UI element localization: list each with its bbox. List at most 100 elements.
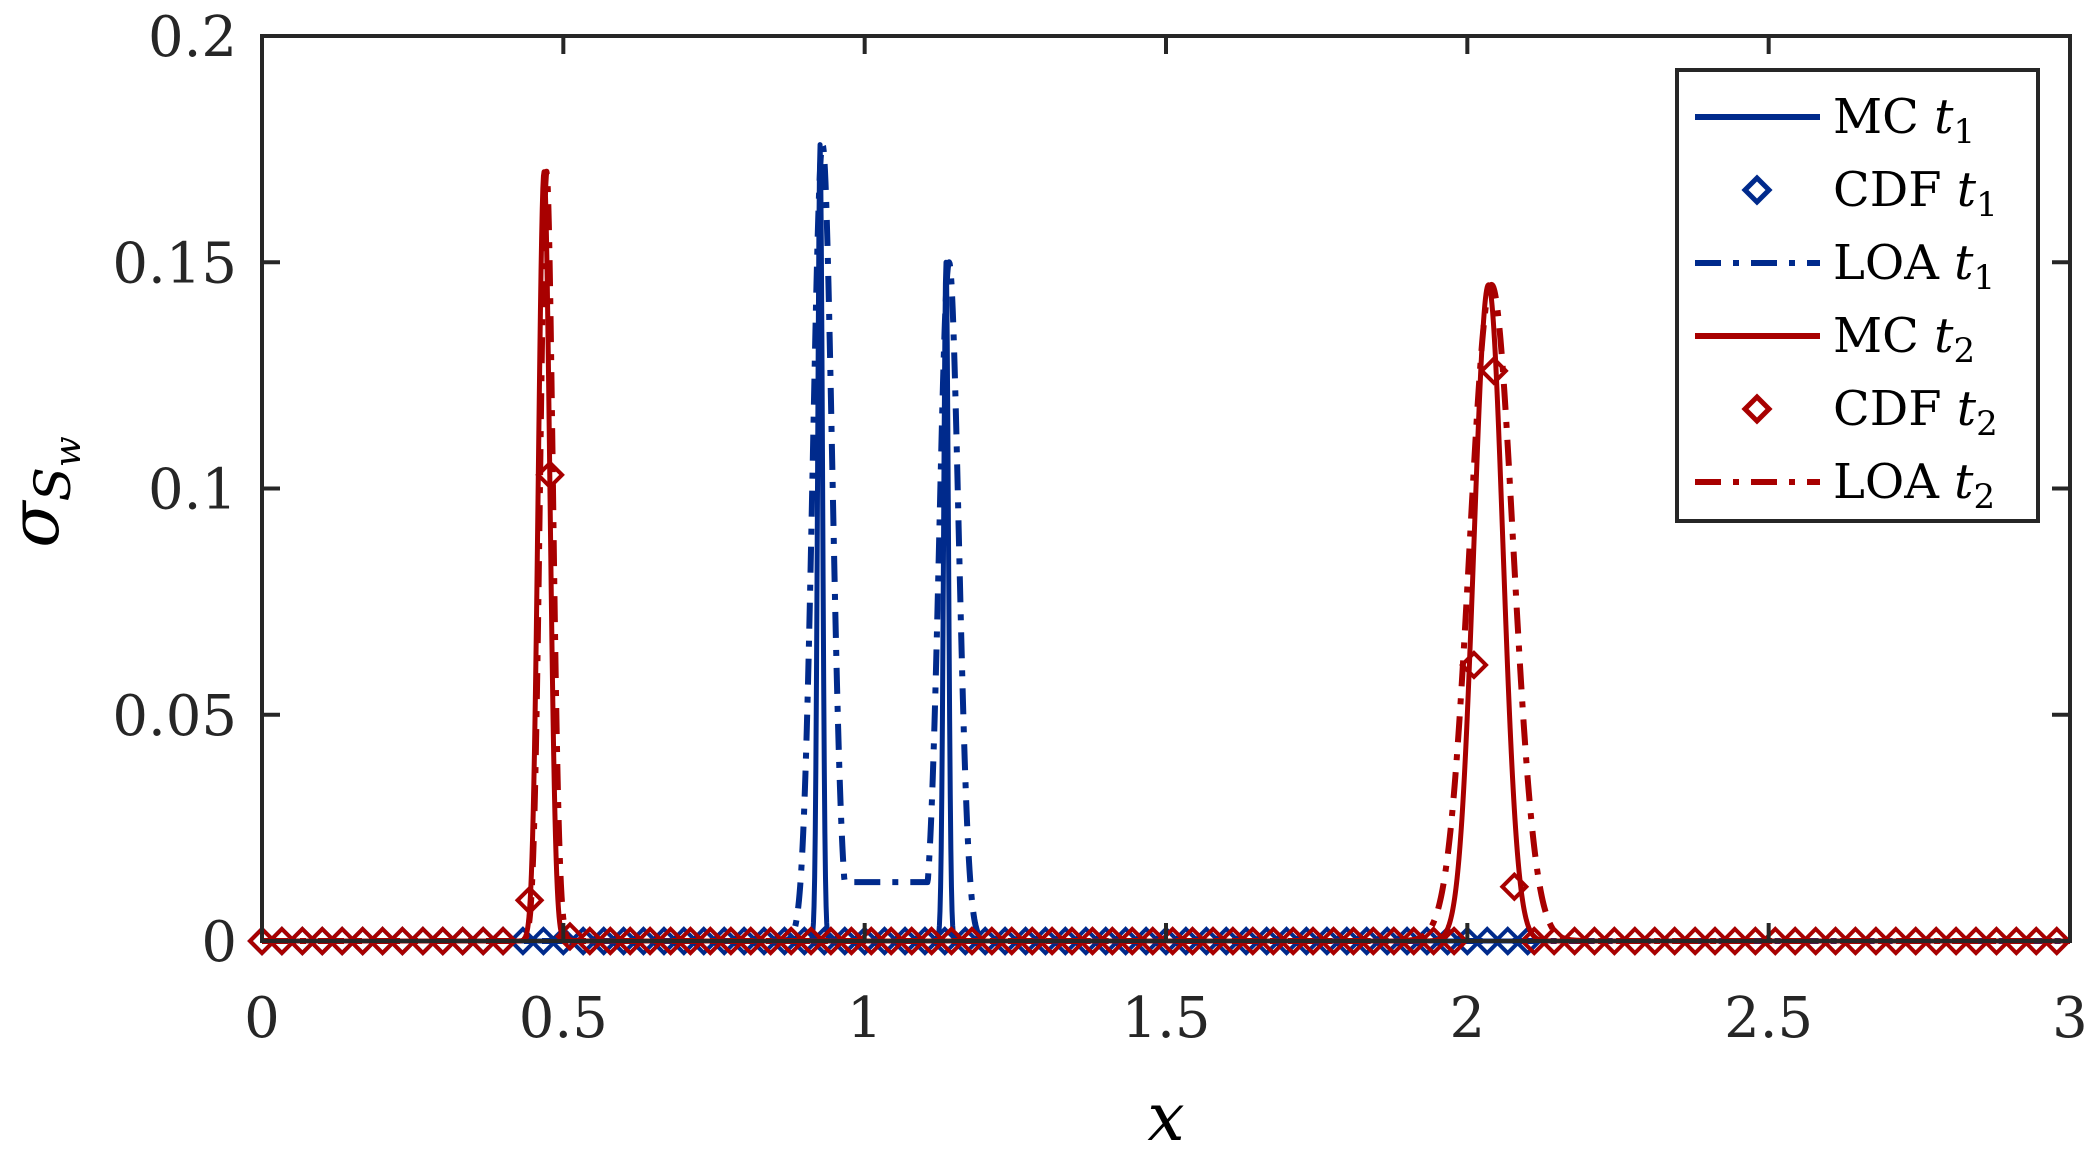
x-tick-label: 1.5 [1121, 986, 1210, 1051]
data-point [1358, 926, 1389, 956]
data-point [2021, 926, 2052, 956]
data-point [1639, 926, 1670, 956]
data-point [776, 926, 806, 956]
legend-label-t: t [1957, 381, 1977, 437]
data-point [2001, 926, 2032, 956]
legend-box [1675, 68, 2040, 523]
legend-label: MC t1 [1833, 89, 1975, 152]
legend-label-name: CDF [1833, 162, 1957, 218]
legend-entry: CDF t2 [1741, 381, 1998, 444]
data-point [1218, 926, 1248, 956]
x-tick-label: 2 [1450, 986, 1486, 1051]
data-point [508, 926, 538, 956]
data-point [1700, 926, 1730, 956]
y-axis-label: σSw [0, 436, 89, 548]
data-point [1318, 926, 1349, 956]
data-point [996, 926, 1027, 956]
data-point [287, 926, 318, 956]
data-point [468, 926, 499, 956]
data-point [1472, 926, 1503, 956]
legend-label-t: t [1954, 235, 1974, 291]
data-point [1439, 926, 1469, 956]
svg-text:σSw: σSw [0, 436, 89, 548]
data-point [548, 926, 579, 956]
data-point [247, 926, 277, 956]
data-point [1680, 926, 1710, 956]
data-point [1378, 926, 1409, 956]
data-point [1921, 926, 1952, 956]
ticks-layer: 0 0.5 1 1.5 2 2.5 3 0 0.05 0.1 0.15 0.2 [112, 5, 2088, 1051]
data-point [1338, 926, 1369, 956]
data-point [936, 926, 967, 956]
series-cdf-t2 [247, 356, 2072, 956]
y-tick-label: 0 [201, 910, 237, 975]
legend-label-name: MC [1833, 89, 1934, 145]
data-point [427, 926, 458, 956]
data-point [1579, 926, 1610, 956]
y-axis-label-subsub: w [48, 436, 89, 467]
data-point [655, 926, 686, 956]
data-point [1057, 926, 1087, 956]
legend-label-t: t [1934, 308, 1954, 364]
legend-entry: CDF t1 [1741, 162, 1998, 225]
data-point [1177, 926, 1208, 956]
legend-label-name: LOA [1833, 454, 1954, 510]
data-point [977, 926, 1007, 956]
data-point [1800, 926, 1831, 956]
y-tick-label: 0.1 [148, 458, 237, 523]
legend-label-sub: 1 [1973, 258, 1995, 298]
data-point [1659, 926, 1690, 956]
legend-label-name: CDF [1833, 381, 1957, 437]
data-point [1097, 926, 1128, 956]
data-point [2041, 926, 2072, 956]
data-point [1037, 926, 1067, 956]
data-point [957, 926, 987, 956]
data-point [1137, 926, 1168, 956]
data-point [1981, 926, 2012, 956]
legend-label: CDF t2 [1833, 381, 1998, 444]
data-point [528, 926, 559, 956]
data-point [635, 926, 665, 956]
legend-label-name: LOA [1833, 235, 1954, 291]
data-point [796, 926, 826, 956]
data-point [1077, 926, 1108, 956]
y-tick-label: 0.05 [112, 684, 237, 749]
legend-label-sub: 1 [1976, 185, 1998, 225]
legend-label: MC t2 [1833, 308, 1975, 371]
data-point [716, 926, 746, 956]
data-point [387, 926, 418, 956]
data-point [675, 926, 706, 956]
data-point [1820, 926, 1851, 956]
legend-label: LOA t1 [1833, 235, 1995, 298]
data-point [1941, 926, 1971, 956]
data-point [876, 926, 907, 956]
data-point [1499, 871, 1530, 902]
data-point [575, 926, 605, 956]
data-point [447, 926, 478, 956]
data-point [1720, 926, 1750, 956]
x-axis-label: x [1147, 1079, 1184, 1151]
data-point [1740, 926, 1771, 956]
data-point [1780, 926, 1811, 956]
data-point [735, 926, 766, 956]
data-point [267, 926, 297, 956]
data-point [347, 926, 378, 956]
legend-entry: MC t2 [1695, 308, 1975, 371]
data-point [1492, 926, 1523, 956]
data-point [568, 926, 599, 956]
data-point [615, 926, 646, 956]
data-point [1620, 926, 1650, 956]
legend-label-t: t [1957, 162, 1977, 218]
legend-label-name: MC [1833, 308, 1934, 364]
legend-marker [1741, 393, 1773, 425]
legend-label-sub: 2 [1976, 404, 1998, 444]
legend-entry: LOA t2 [1695, 454, 1995, 517]
data-point [408, 926, 438, 956]
legend-entry: LOA t1 [1695, 235, 1995, 298]
x-tick-label: 3 [2052, 986, 2088, 1051]
y-axis-label-symbol: σ [0, 500, 75, 548]
data-point [1881, 926, 1911, 956]
data-point [327, 926, 357, 956]
data-point [488, 926, 518, 956]
